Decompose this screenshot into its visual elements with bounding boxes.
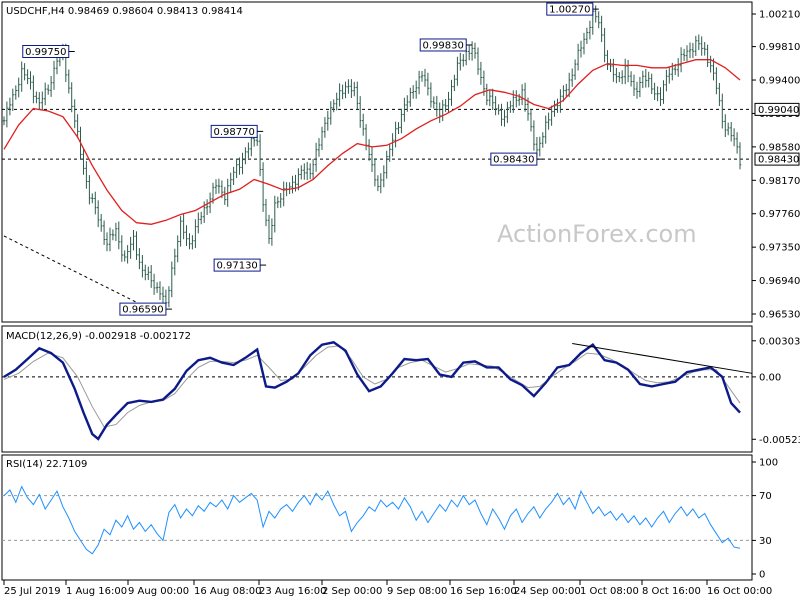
time-tick-label-0: 25 Jul 2019 [4,586,61,597]
price-tick-label-0: 1.00210 [759,10,800,21]
moving-average-line [3,59,741,225]
price-candles [2,4,742,310]
support-trendline [3,235,157,313]
macd-panel-frame [1,325,753,453]
rsi-levels [2,495,752,541]
level-label: 0.99040 [758,105,799,116]
price-axis: 1.002100.998100.994000.989900.985800.981… [752,10,800,321]
level-label-box [754,102,800,116]
time-tick-label-11: 16 Oct 00:00 [707,586,772,597]
annotation-label-0: 0.99750 [25,47,66,58]
price-panel: USDCHF,H4 0.98469 0.98604 0.98413 0.9841… [1,1,800,323]
rsi-tick-label-3: 0 [759,570,765,581]
annotation-label-4: 0.99830 [423,40,464,51]
annotation-label-6: 1.00270 [549,5,590,16]
time-tick-label-7: 16 Sep 16:00 [450,586,517,597]
annotation-label-5: 0.98430 [493,155,534,166]
time-tick-label-5: 2 Sep 00:00 [322,586,382,597]
time-tick-label-4: 23 Aug 16:00 [259,586,326,597]
annotation-label-1: 0.98770 [214,127,255,138]
time-tick-label-3: 16 Aug 08:00 [194,586,261,597]
annotation-label-2: 0.97130 [216,261,257,272]
rsi-axis: 100 70 30 0 [752,458,778,581]
price-tick-label-5: 0.98170 [759,176,800,187]
macd-tick-label-0: 0.00303 [759,336,800,347]
macd-tick-label-2: -0.005236 [759,435,800,446]
time-tick-label-6: 9 Sep 08:00 [387,586,447,597]
price-annotations: 0.99750 0.98770 0.97130 0.96590 0.99830 0.984… [22,2,599,316]
macd-main-line [3,341,741,441]
rsi-tick-label-0: 100 [759,458,778,469]
watermark: ActionForex.com [497,220,697,248]
rsi-line [3,485,741,555]
price-tick-label-7: 0.97350 [759,243,800,254]
time-tick-label-8: 24 Sep 00:00 [514,586,581,597]
macd-trendline [572,343,753,374]
time-tick-label-10: 8 Oct 16:00 [642,586,701,597]
price-tick-label-8: 0.96940 [759,276,800,287]
macd-panel: MACD(12,26,9) -0.002918 -0.002172 0.0030… [1,325,800,453]
price-tick-label-1: 0.99810 [759,42,800,53]
price-tick-label-9: 0.96530 [759,310,800,321]
time-tick-label-9: 1 Oct 08:00 [580,586,639,597]
price-levels [2,108,752,160]
price-tick-label-4: 0.98580 [759,142,800,153]
rsi-tick-label-2: 30 [759,536,772,547]
price-panel-frame [1,1,753,323]
time-axis: 25 Jul 2019 1 Aug 16:00 9 Aug 00:00 16 Aug … [3,580,772,597]
price-tick-label-6: 0.97760 [759,209,800,220]
current-price-box [754,152,800,166]
macd-tick-label-1: 0.00 [759,372,781,383]
time-tick-label-2: 9 Aug 00:00 [128,586,189,597]
rsi-panel: RSI(14) 22.7109 100 70 30 0 [1,454,778,581]
rsi-panel-frame [1,454,753,581]
macd-axis: 0.00303 0.00 -0.005236 [752,336,800,446]
symbol-header: USDCHF,H4 0.98469 0.98604 0.98413 0.9841… [6,6,243,17]
current-price-label: 0.98430 [758,155,799,166]
macd-header: MACD(12,26,9) -0.002918 -0.002172 [6,331,191,342]
annotation-label-3: 0.96590 [122,305,163,316]
rsi-tick-label-1: 70 [759,491,772,502]
time-tick-label-1: 1 Aug 16:00 [66,586,127,597]
rsi-header: RSI(14) 22.7109 [6,459,87,470]
price-tick-label-2: 0.99400 [759,76,800,87]
